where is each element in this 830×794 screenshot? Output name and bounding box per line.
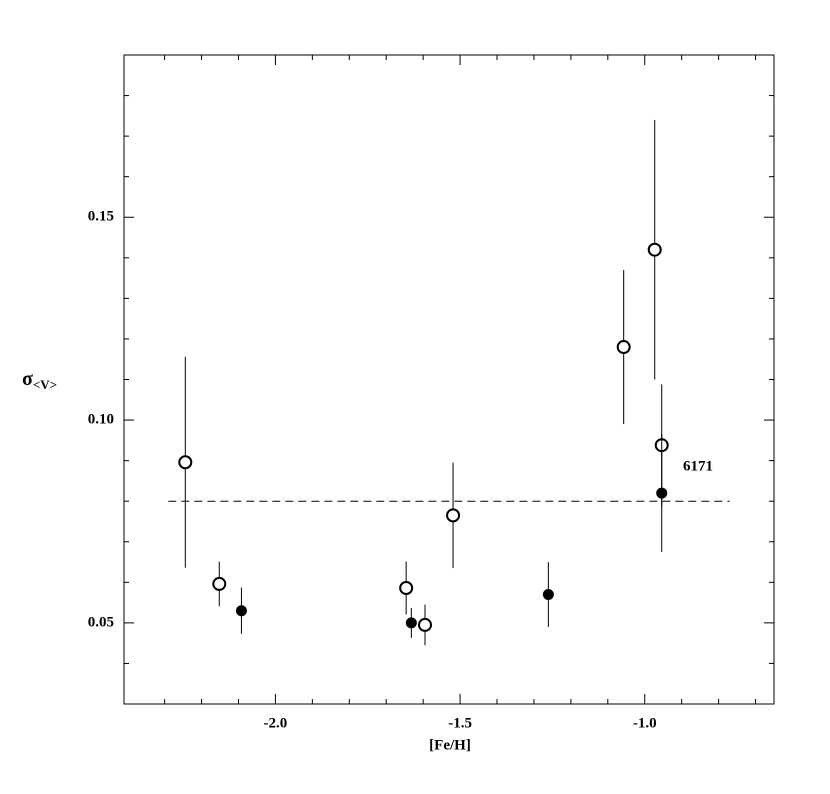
y-tick-label: 0.10 xyxy=(88,412,114,428)
plot-frame xyxy=(123,54,775,705)
annotation: 6171 xyxy=(683,458,713,474)
point xyxy=(405,617,417,629)
x-tick-label: -1.5 xyxy=(448,715,472,731)
y-tick-label: 0.15 xyxy=(88,209,114,225)
y-axis-label-sub: <V> xyxy=(33,377,57,392)
point xyxy=(616,340,631,355)
point xyxy=(446,508,461,523)
x-tick-label: -1.0 xyxy=(633,715,657,731)
point xyxy=(235,605,247,617)
point xyxy=(656,487,668,499)
point xyxy=(399,580,414,595)
x-tick-label: -2.0 xyxy=(264,715,288,731)
point xyxy=(212,576,227,591)
point xyxy=(647,242,662,257)
y-tick-label: 0.05 xyxy=(88,614,114,630)
point xyxy=(417,617,432,632)
point xyxy=(542,588,554,600)
y-axis-label-main: σ xyxy=(22,368,33,390)
point xyxy=(178,455,193,470)
x-axis-label: [Fe/H] xyxy=(429,737,471,753)
y-axis-label: σ<V> xyxy=(22,368,57,392)
